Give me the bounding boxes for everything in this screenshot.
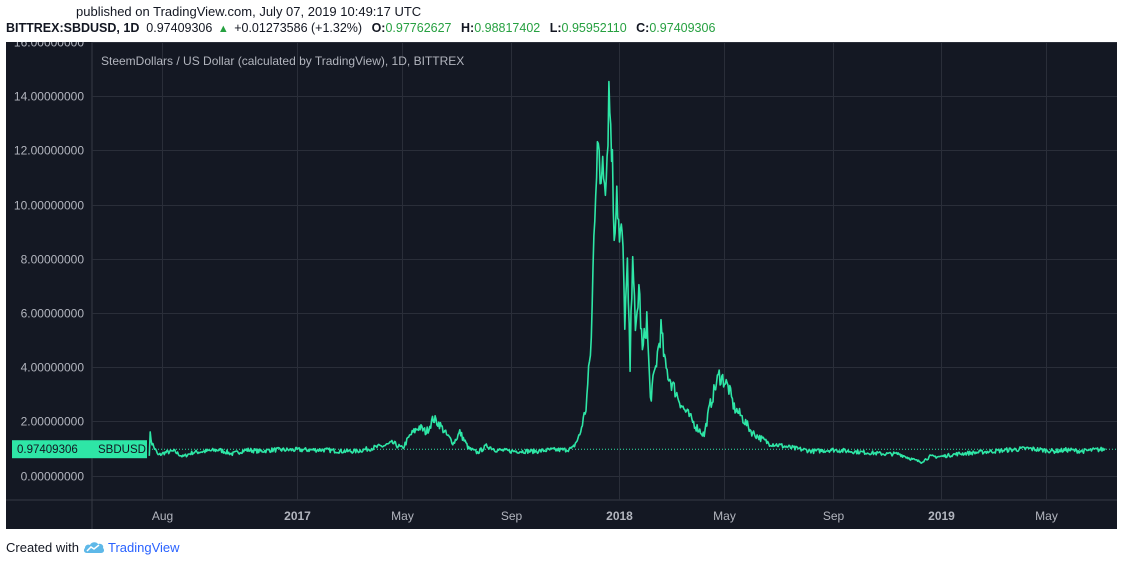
last-price: 0.97409306 xyxy=(146,21,213,35)
published-info: published on TradingView.com, July 07, 2… xyxy=(76,4,422,19)
x-tick-label: 2018 xyxy=(606,509,633,523)
y-tick-label: 2.00000000 xyxy=(21,415,85,429)
y-tick-label: 8.00000000 xyxy=(21,253,85,267)
open-label: O: xyxy=(371,21,386,35)
x-tick-label: May xyxy=(1035,509,1058,523)
up-arrow-icon: ▲ xyxy=(217,23,229,35)
y-tick-label: 12.00000000 xyxy=(14,144,84,158)
tradingview-link[interactable]: TradingView xyxy=(107,540,180,555)
high-label: H: xyxy=(461,21,475,35)
created-with-label: Created with xyxy=(6,540,79,555)
footer: Created with TradingView xyxy=(6,540,180,555)
close-value: 0.97409306 xyxy=(649,21,716,35)
x-tick-label: May xyxy=(713,509,736,523)
open-value: 0.97762627 xyxy=(385,21,452,35)
high-value: 0.98817402 xyxy=(474,21,541,35)
close-label: C: xyxy=(636,21,650,35)
price-change: +0.01273586 (+1.32%) xyxy=(234,21,363,35)
chart-title: SteemDollars / US Dollar (calculated by … xyxy=(101,54,464,68)
x-tick-label: Sep xyxy=(823,509,845,523)
symbol-label: BITTREX:SBDUSD, 1D xyxy=(6,21,140,35)
price-badge-value: 0.97409306 xyxy=(17,444,78,456)
x-tick-label: Sep xyxy=(501,509,523,523)
chart-background xyxy=(6,42,1117,529)
price-badge: 0.97409306 SBDUSD xyxy=(12,440,147,459)
tradingview-cloud-icon xyxy=(83,542,105,553)
low-value: 0.95952110 xyxy=(561,21,627,35)
x-tick-label: May xyxy=(391,509,414,523)
price-axis: 0.00000000 2.00000000 4.00000000 6.00000000… xyxy=(14,42,84,484)
price-chart[interactable]: 0.00000000 2.00000000 4.00000000 6.00000000… xyxy=(6,42,1117,529)
y-tick-label: 10.00000000 xyxy=(14,199,84,213)
x-tick-label: 2019 xyxy=(928,509,955,523)
price-line xyxy=(148,80,1106,464)
plot-area xyxy=(92,80,1117,464)
price-badge-symbol: SBDUSD xyxy=(98,444,146,456)
ohlc-bar: BITTREX:SBDUSD, 1D 0.97409306 ▲ +0.01273… xyxy=(6,21,715,35)
x-tick-label: Aug xyxy=(152,509,173,523)
chart-grid xyxy=(6,42,1117,529)
y-tick-label: 4.00000000 xyxy=(21,361,85,375)
y-tick-label: 14.00000000 xyxy=(14,90,84,104)
y-tick-label: 6.00000000 xyxy=(21,307,85,321)
low-label: L: xyxy=(549,21,562,35)
x-tick-label: 2017 xyxy=(284,509,311,523)
y-tick-label: 0.00000000 xyxy=(21,470,85,484)
price-badge-bg xyxy=(12,440,147,459)
time-axis: Aug 2017 May Sep 2018 May Sep 2019 May xyxy=(152,509,1058,523)
y-tick-label: 16.00000000 xyxy=(14,42,84,50)
